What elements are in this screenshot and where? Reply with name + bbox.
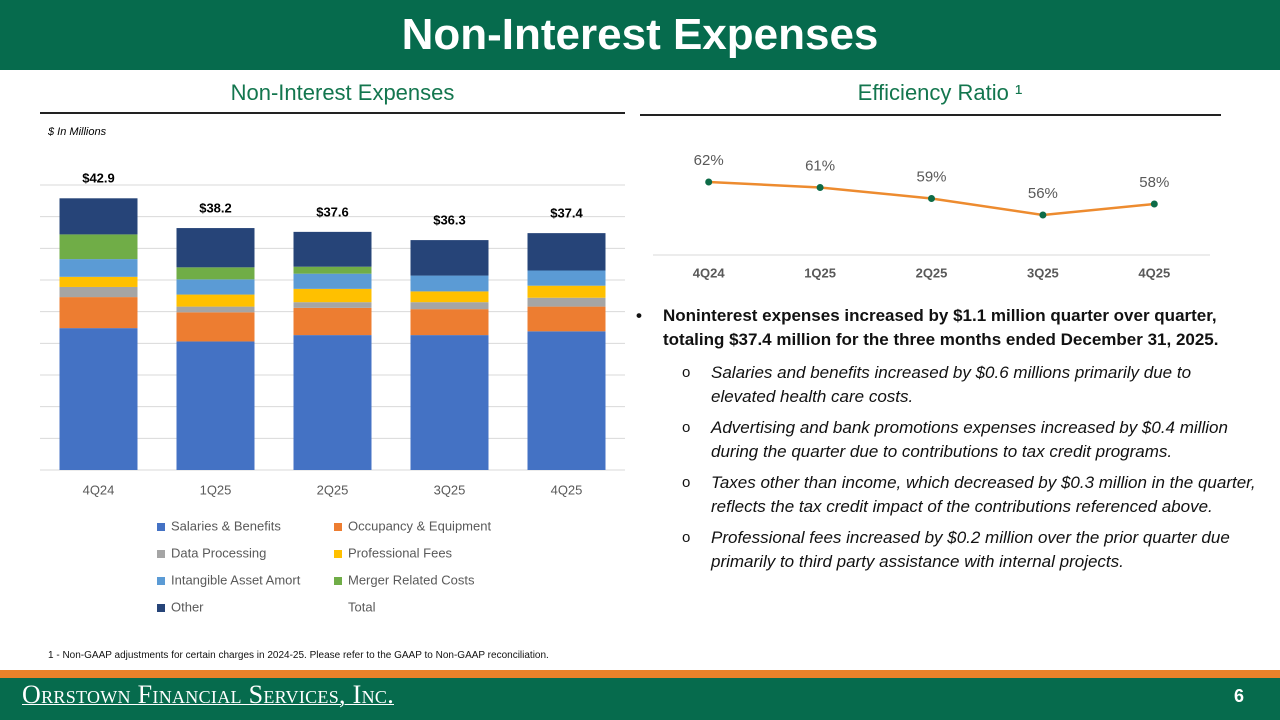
bar-segment	[59, 286, 138, 298]
bullet-list: Noninterest expenses increased by $1.1 m…	[636, 304, 1256, 574]
sub-bullet: Salaries and benefits increased by $0.6 …	[636, 361, 1256, 409]
title-rule	[40, 112, 625, 114]
point	[705, 178, 713, 186]
bar-segment	[176, 312, 255, 342]
sub-bullet: Professional fees increased by $0.2 mill…	[636, 526, 1256, 574]
value-label: 56%	[1028, 185, 1058, 202]
legend-swatch	[157, 523, 165, 531]
units-note: $ In Millions	[48, 126, 107, 138]
x-tick-label: 1Q25	[804, 265, 836, 280]
company-name: Orrstown Financial Services, Inc.	[22, 680, 394, 709]
legend-label: Total	[348, 599, 376, 614]
x-tick-label: 2Q25	[916, 265, 948, 280]
bar-segment	[527, 297, 606, 307]
bar-segment	[59, 328, 138, 470]
bar-segment	[176, 306, 255, 313]
footnote: 1 - Non-GAAP adjustments for certain cha…	[48, 650, 549, 661]
x-tick-label: 4Q25	[1138, 265, 1170, 280]
bar-segment	[293, 335, 372, 470]
sub-bullet: Taxes other than income, which decreased…	[636, 471, 1256, 519]
legend-swatch	[157, 577, 165, 585]
legend-label: Occupancy & Equipment	[348, 518, 491, 533]
bar-segment	[410, 291, 489, 303]
total-label: $42.9	[82, 171, 115, 186]
page-number: 6	[1233, 686, 1244, 706]
bar-segment	[410, 275, 489, 292]
footer	[0, 678, 1280, 720]
title-rule	[640, 114, 1221, 116]
legend-label: Merger Related Costs	[348, 572, 475, 587]
bar-segment	[293, 266, 372, 274]
bar-segment	[59, 297, 138, 329]
bar-segment	[293, 302, 372, 308]
bar-segment	[293, 307, 372, 336]
x-tick-label: 3Q25	[434, 482, 466, 497]
x-tick-label: 4Q24	[83, 482, 115, 497]
point	[816, 184, 824, 191]
value-label: 59%	[916, 168, 946, 185]
bar-segment	[59, 198, 138, 235]
x-tick-label: 4Q24	[693, 265, 726, 280]
bar-segment	[527, 233, 606, 271]
bar-segment	[176, 228, 255, 268]
bar-segment	[527, 306, 606, 332]
point	[928, 195, 935, 202]
legend-swatch	[157, 604, 165, 612]
value-label: 58%	[1139, 174, 1169, 191]
x-tick-label: 3Q25	[1027, 265, 1059, 280]
legend-swatch	[334, 550, 342, 558]
x-tick-label: 4Q25	[551, 482, 583, 497]
bar-segment	[527, 270, 606, 286]
legend-label: Data Processing	[171, 545, 266, 560]
bar-segment	[59, 234, 138, 260]
value-label: 61%	[805, 157, 835, 174]
bar-segment	[410, 240, 489, 276]
bar-segment	[410, 335, 489, 470]
bar-segment	[176, 341, 255, 470]
sub-bullet: Advertising and bank promotions expenses…	[636, 416, 1256, 464]
bar-segment	[527, 331, 606, 470]
bar-segment	[59, 259, 138, 277]
chart-title: Non-Interest Expenses	[230, 80, 455, 105]
legend-label: Other	[171, 599, 204, 614]
total-label: $37.6	[316, 204, 349, 219]
bar-segment	[410, 309, 489, 336]
bar-segment	[410, 302, 489, 310]
legend-label: Intangible Asset Amort	[171, 572, 301, 587]
legend-label: Professional Fees	[348, 545, 453, 560]
chart-title: Efficiency Ratio ¹	[857, 80, 1023, 105]
point	[1039, 211, 1047, 219]
x-tick-label: 2Q25	[317, 482, 349, 497]
slide-title: Non-Interest Expenses	[0, 0, 1280, 70]
legend-swatch	[334, 523, 342, 531]
legend-swatch	[157, 550, 165, 558]
bar-segment	[293, 273, 372, 289]
bar-segment	[176, 267, 255, 280]
point	[1150, 200, 1158, 208]
total-label: $38.2	[199, 201, 232, 216]
bullet: Noninterest expenses increased by $1.1 m…	[636, 304, 1256, 352]
x-tick-label: 1Q25	[200, 482, 232, 497]
bar-segment	[59, 276, 138, 287]
accent-band	[0, 670, 1280, 678]
bar-segment	[527, 285, 606, 298]
legend-label: Salaries & Benefits	[171, 518, 281, 533]
bar-segment	[293, 288, 372, 303]
legend-swatch	[334, 577, 342, 585]
bar-segment	[176, 279, 255, 295]
value-label: 62%	[694, 152, 724, 169]
total-label: $36.3	[433, 213, 466, 228]
bar-segment	[293, 231, 372, 267]
total-label: $37.4	[550, 206, 583, 221]
bar-segment	[176, 294, 255, 307]
